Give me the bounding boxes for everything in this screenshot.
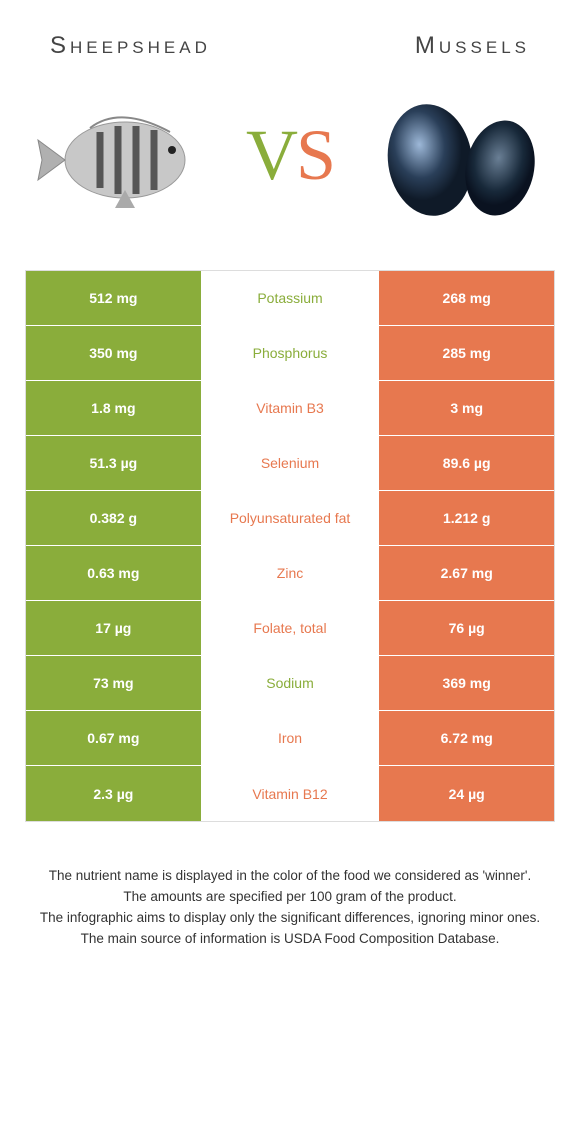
- cell-nutrient-name: Vitamin B12: [203, 766, 378, 821]
- cell-left-value: 73 mg: [26, 656, 203, 710]
- cell-right-value: 268 mg: [377, 271, 554, 325]
- table-row: 51.3 µgSelenium89.6 µg: [26, 436, 554, 491]
- title-left: Sheepshead: [50, 32, 211, 60]
- vs-label: VS: [246, 114, 334, 197]
- vs-s: S: [296, 115, 334, 195]
- cell-nutrient-name: Folate, total: [203, 601, 378, 655]
- cell-right-value: 6.72 mg: [377, 711, 554, 765]
- cell-left-value: 512 mg: [26, 271, 203, 325]
- table-row: 0.63 mgZinc2.67 mg: [26, 546, 554, 601]
- footer-line-4: The main source of information is USDA F…: [30, 929, 550, 950]
- cell-left-value: 0.67 mg: [26, 711, 203, 765]
- mussels-image: [370, 90, 550, 220]
- cell-nutrient-name: Potassium: [203, 271, 378, 325]
- cell-left-value: 0.63 mg: [26, 546, 203, 600]
- cell-right-value: 76 µg: [377, 601, 554, 655]
- title-right: Mussels: [415, 32, 530, 60]
- cell-right-value: 3 mg: [377, 381, 554, 435]
- cell-left-value: 51.3 µg: [26, 436, 203, 490]
- cell-left-value: 17 µg: [26, 601, 203, 655]
- cell-right-value: 1.212 g: [377, 491, 554, 545]
- table-row: 1.8 mgVitamin B33 mg: [26, 381, 554, 436]
- nutrient-table: 512 mgPotassium268 mg350 mgPhosphorus285…: [25, 270, 555, 822]
- cell-left-value: 2.3 µg: [26, 766, 203, 821]
- footer-line-3: The infographic aims to display only the…: [30, 908, 550, 929]
- table-row: 350 mgPhosphorus285 mg: [26, 326, 554, 381]
- cell-nutrient-name: Vitamin B3: [203, 381, 378, 435]
- cell-nutrient-name: Phosphorus: [203, 326, 378, 380]
- cell-nutrient-name: Zinc: [203, 546, 378, 600]
- table-row: 2.3 µgVitamin B1224 µg: [26, 766, 554, 821]
- hero-row: VS: [0, 80, 580, 270]
- cell-nutrient-name: Iron: [203, 711, 378, 765]
- cell-nutrient-name: Sodium: [203, 656, 378, 710]
- table-row: 512 mgPotassium268 mg: [26, 271, 554, 326]
- cell-right-value: 89.6 µg: [377, 436, 554, 490]
- cell-right-value: 24 µg: [377, 766, 554, 821]
- footer-line-1: The nutrient name is displayed in the co…: [30, 866, 550, 887]
- vs-v: V: [246, 115, 296, 195]
- cell-right-value: 2.67 mg: [377, 546, 554, 600]
- cell-right-value: 369 mg: [377, 656, 554, 710]
- cell-left-value: 1.8 mg: [26, 381, 203, 435]
- sheepshead-image: [30, 90, 210, 220]
- table-row: 73 mgSodium369 mg: [26, 656, 554, 711]
- table-row: 0.67 mgIron6.72 mg: [26, 711, 554, 766]
- cell-left-value: 0.382 g: [26, 491, 203, 545]
- header: Sheepshead Mussels: [0, 0, 580, 80]
- footer-notes: The nutrient name is displayed in the co…: [0, 822, 580, 950]
- cell-left-value: 350 mg: [26, 326, 203, 380]
- table-row: 0.382 gPolyunsaturated fat1.212 g: [26, 491, 554, 546]
- cell-nutrient-name: Selenium: [203, 436, 378, 490]
- cell-nutrient-name: Polyunsaturated fat: [203, 491, 378, 545]
- footer-line-2: The amounts are specified per 100 gram o…: [30, 887, 550, 908]
- cell-right-value: 285 mg: [377, 326, 554, 380]
- table-row: 17 µgFolate, total76 µg: [26, 601, 554, 656]
